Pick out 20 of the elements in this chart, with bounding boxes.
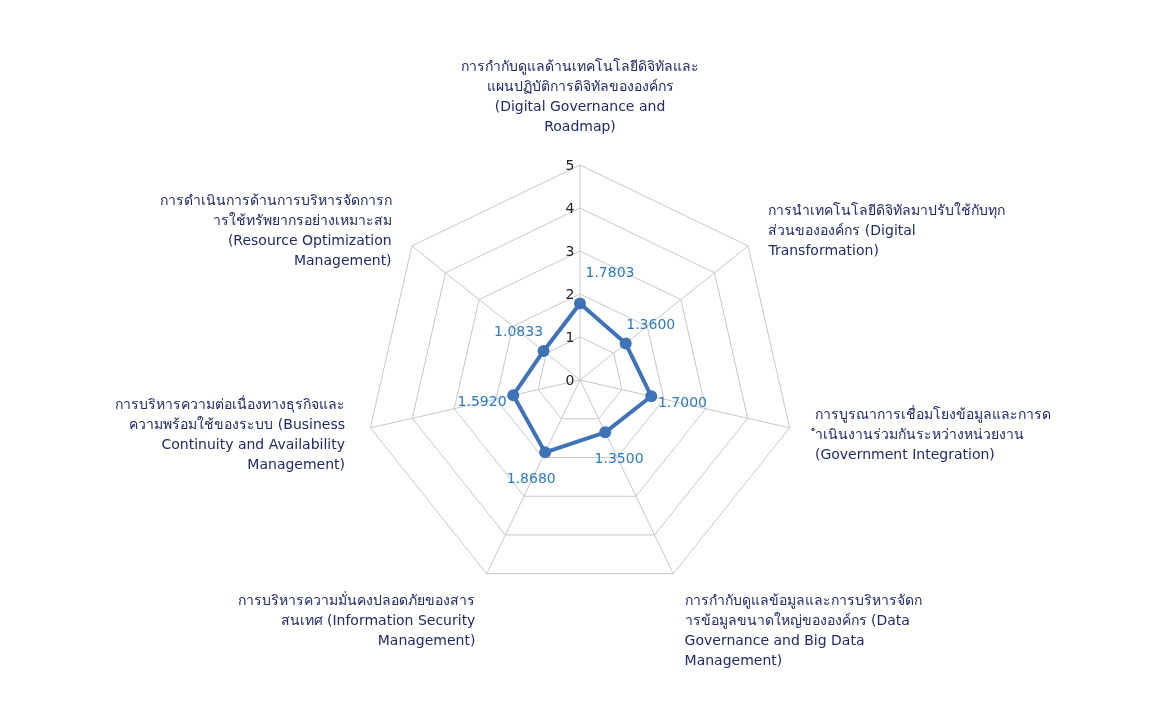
spoke-label: การกำกับดูแลด้านเทคโนโลยีดิจิทัลและแผนปฏิบัติการดิจิทัลขององค์กร (Digital Governance and Roadmap) xyxy=(461,58,699,134)
data-label: 1.7803 xyxy=(585,264,635,281)
data-label: 1.3500 xyxy=(594,450,644,467)
spoke-label: การกำกับดูแลข้อมูลและการบริหารจัดการข้อมูลขนาดใหญ่ขององค์กร (Data Governance and Big Data Management) xyxy=(684,592,922,669)
spoke-label: การบูรณาการเชื่อมโยงข้อมูลและการดำเนินงานร่วมกันระหว่างหน่วยงาน (Government Integration) xyxy=(810,404,1051,462)
spoke-label: การนำเทคโนโลยีดิจิทัลมาปรับใช้กับทุกส่วนขององค์กร (Digital Transformation) xyxy=(767,201,1006,258)
y-tick-label: 2 xyxy=(565,286,575,302)
y-tick-label: 1 xyxy=(565,329,575,345)
spoke-label: การดำเนินการด้านการบริหารจัดการการใช้ทรัพยากรอย่างเหมาะสม (Resource Optimization Management) xyxy=(159,191,392,268)
y-tick-label: 5 xyxy=(565,157,575,173)
data-label: 1.0833 xyxy=(494,323,544,340)
data-label: 1.8680 xyxy=(506,470,556,487)
data-label: 1.5920 xyxy=(457,392,507,409)
spoke-label: การบริหารความมั่นคงปลอดภัยของสารสนเทศ (Information Security Management) xyxy=(238,591,476,649)
spoke-label: การบริหารความต่อเนื่องทางธุรกิจและความพร้อมใช้ของระบบ (Business Continuity and Availability Management) xyxy=(115,394,346,472)
y-tick-label: 0 xyxy=(565,372,575,388)
data-label: 1.7000 xyxy=(657,393,707,410)
y-tick-label: 3 xyxy=(565,243,575,259)
y-tick-label: 4 xyxy=(565,200,575,216)
data-label: 1.3600 xyxy=(626,315,676,332)
